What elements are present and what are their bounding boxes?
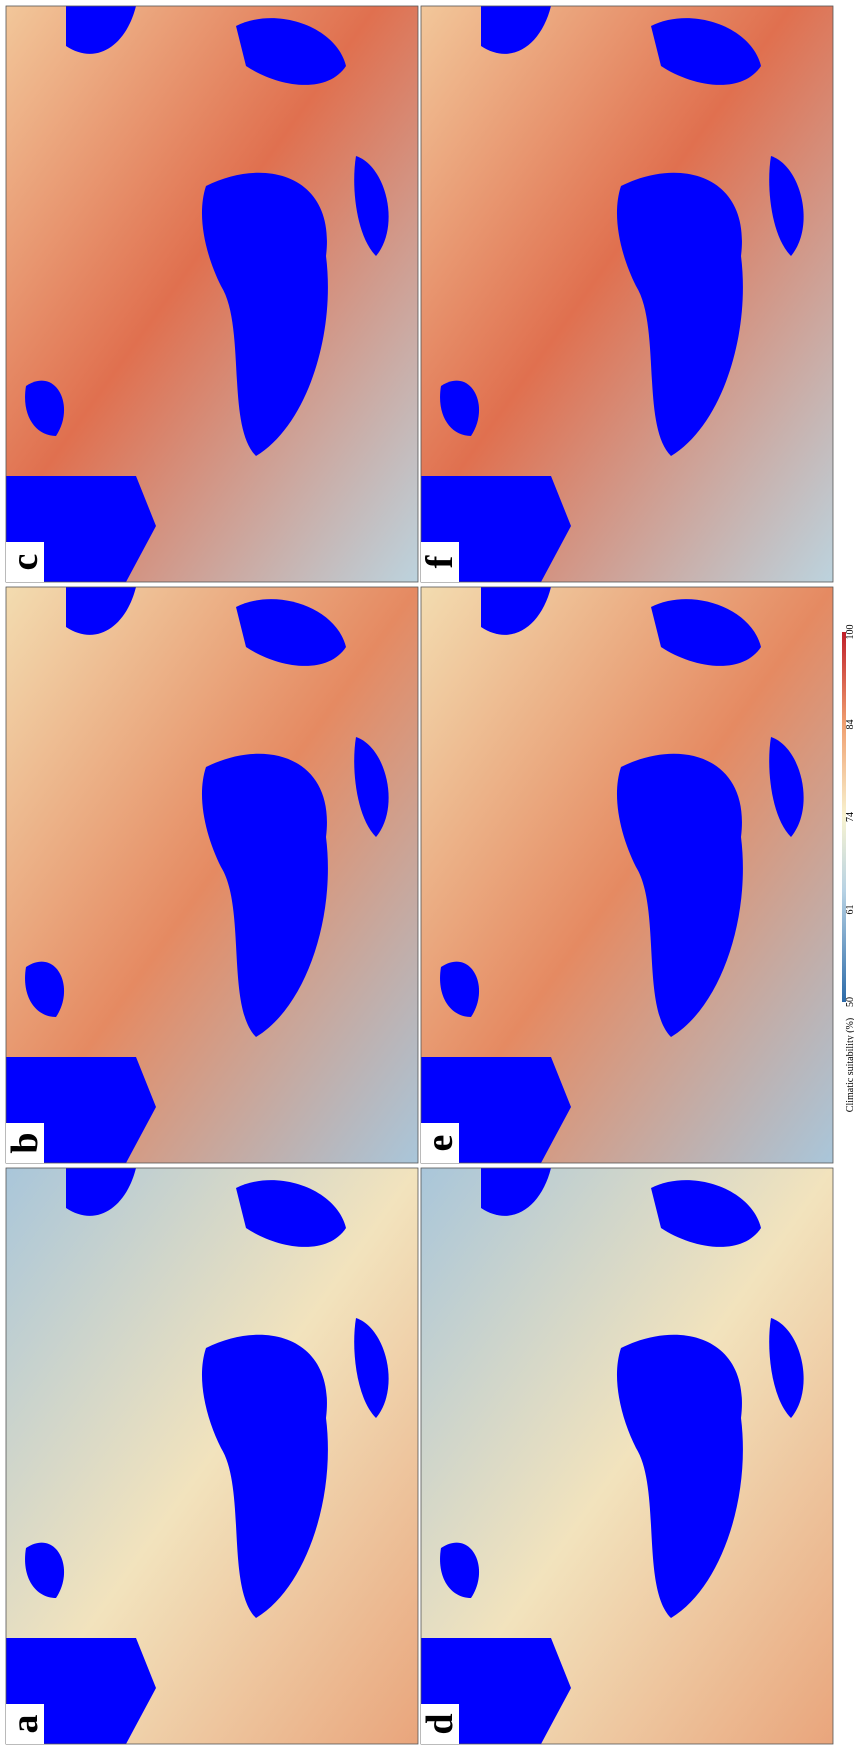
colorbar-tick-label: 100 <box>845 625 854 640</box>
map-panel: d <box>419 1168 833 1744</box>
map-panel: b <box>4 587 418 1163</box>
panel-label: b <box>4 1132 46 1153</box>
colorbar-tick-label: 74 <box>845 812 854 822</box>
panel-label: d <box>419 1713 461 1734</box>
colorbar-tick-label: 50 <box>845 997 854 1007</box>
map-panel: a <box>4 1168 418 1744</box>
panel-label: a <box>4 1715 46 1734</box>
colorbar-tick-label: 84 <box>845 720 854 730</box>
figure: a b c d e f 50 61 74 84 100 Climatic suitability (%… <box>0 0 854 1756</box>
map-panel: c <box>4 6 418 582</box>
map-panel: e <box>419 587 833 1163</box>
colorbar-title: Climatic suitability (%) <box>845 1018 854 1112</box>
panel-label: e <box>419 1135 461 1152</box>
map-panel: f <box>419 6 833 582</box>
colorbar-tick-label: 61 <box>845 905 854 915</box>
panel-label: c <box>4 554 46 571</box>
panel-label: f <box>419 554 461 568</box>
